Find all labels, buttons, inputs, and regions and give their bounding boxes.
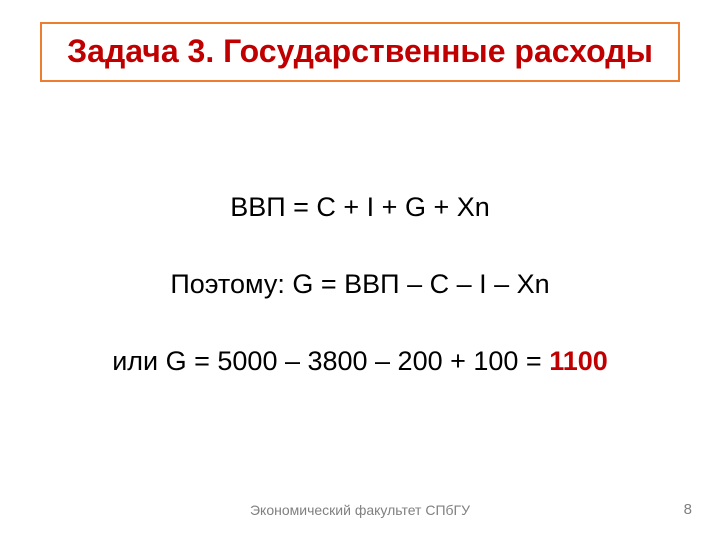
content-area: ВВП = С + I + G + Xn Поэтому: G = ВВП – …	[0, 190, 720, 421]
page-number: 8	[684, 501, 692, 518]
equation-1: ВВП = С + I + G + Xn	[0, 190, 720, 225]
title-box: Задача 3. Государственные расходы	[40, 22, 680, 82]
equation-3-answer: 1100	[549, 346, 608, 376]
slide-title: Задача 3. Государственные расходы	[54, 32, 666, 70]
footer-text: Экономический факультет СПбГУ	[0, 502, 720, 518]
slide: Задача 3. Государственные расходы ВВП = …	[0, 0, 720, 540]
equation-3: или G = 5000 – 3800 – 200 + 100 = 1100	[0, 344, 720, 379]
equation-3-prefix: или G = 5000 – 3800 – 200 + 100 =	[112, 346, 549, 376]
equation-2: Поэтому: G = ВВП – С – I – Xn	[0, 267, 720, 302]
